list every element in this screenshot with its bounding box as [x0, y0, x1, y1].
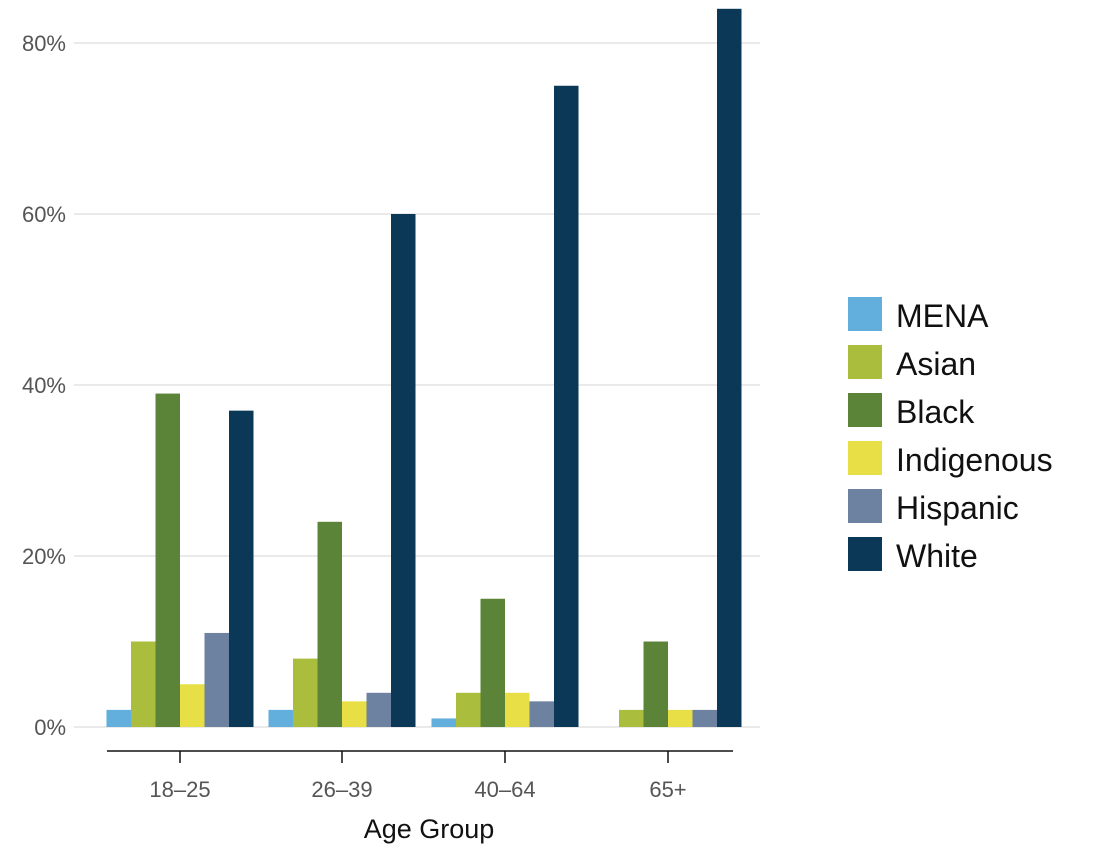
legend-label-indigenous: Indigenous [896, 442, 1053, 478]
bar-asian-0 [131, 641, 156, 727]
legend-swatch-asian [848, 345, 882, 379]
x-axis-title: Age Group [364, 814, 495, 844]
bar-white-1 [391, 214, 416, 727]
legend-swatch-black [848, 393, 882, 427]
legend-swatch-hispanic [848, 489, 882, 523]
bar-asian-2 [456, 692, 481, 727]
bar-indigenous-0 [180, 684, 205, 727]
bar-black-2 [480, 598, 505, 727]
bar-hispanic-3 [692, 709, 717, 727]
bar-indigenous-3 [668, 709, 693, 727]
legend-swatch-mena [848, 297, 882, 331]
x-axis-ticks: 18–25 26–39 40–64 65+ [149, 751, 687, 802]
bar-mena-1 [268, 709, 293, 727]
legend-label-black: Black [896, 394, 975, 430]
bar-white-0 [229, 410, 254, 727]
legend-swatch-indigenous [848, 441, 882, 475]
x-tick-label: 65+ [649, 777, 686, 802]
legend: MENA Asian Black Indigenous Hispanic White [848, 297, 1053, 574]
legend-label-asian: Asian [896, 346, 976, 382]
bar-hispanic-1 [366, 692, 391, 727]
bar-black-1 [317, 521, 342, 727]
bar-black-3 [643, 641, 668, 727]
bar-asian-3 [619, 709, 644, 727]
bar-indigenous-2 [505, 692, 530, 727]
y-axis-ticks: 0% 20% 40% 60% 80% [22, 31, 66, 740]
legend-label-white: White [896, 538, 978, 574]
x-tick-label: 18–25 [149, 777, 210, 802]
legend-label-mena: MENA [896, 298, 989, 334]
bar-mena-2 [431, 718, 456, 727]
bar-indigenous-1 [342, 701, 367, 727]
y-tick-label: 40% [22, 373, 66, 398]
x-tick-label: 40–64 [474, 777, 535, 802]
bar-hispanic-0 [204, 632, 229, 727]
legend-swatch-white [848, 537, 882, 571]
y-tick-label: 0% [34, 715, 66, 740]
y-tick-label: 80% [22, 31, 66, 56]
bar-white-2 [554, 85, 579, 727]
bar-hispanic-2 [529, 701, 554, 727]
bar-mena-0 [106, 709, 131, 727]
legend-label-hispanic: Hispanic [896, 490, 1019, 526]
bar-asian-1 [293, 658, 318, 727]
bar-white-3 [717, 8, 742, 728]
bar-black-0 [155, 393, 180, 727]
x-tick-label: 26–39 [311, 777, 372, 802]
y-tick-label: 20% [22, 544, 66, 569]
bars [106, 8, 742, 728]
y-tick-label: 60% [22, 202, 66, 227]
